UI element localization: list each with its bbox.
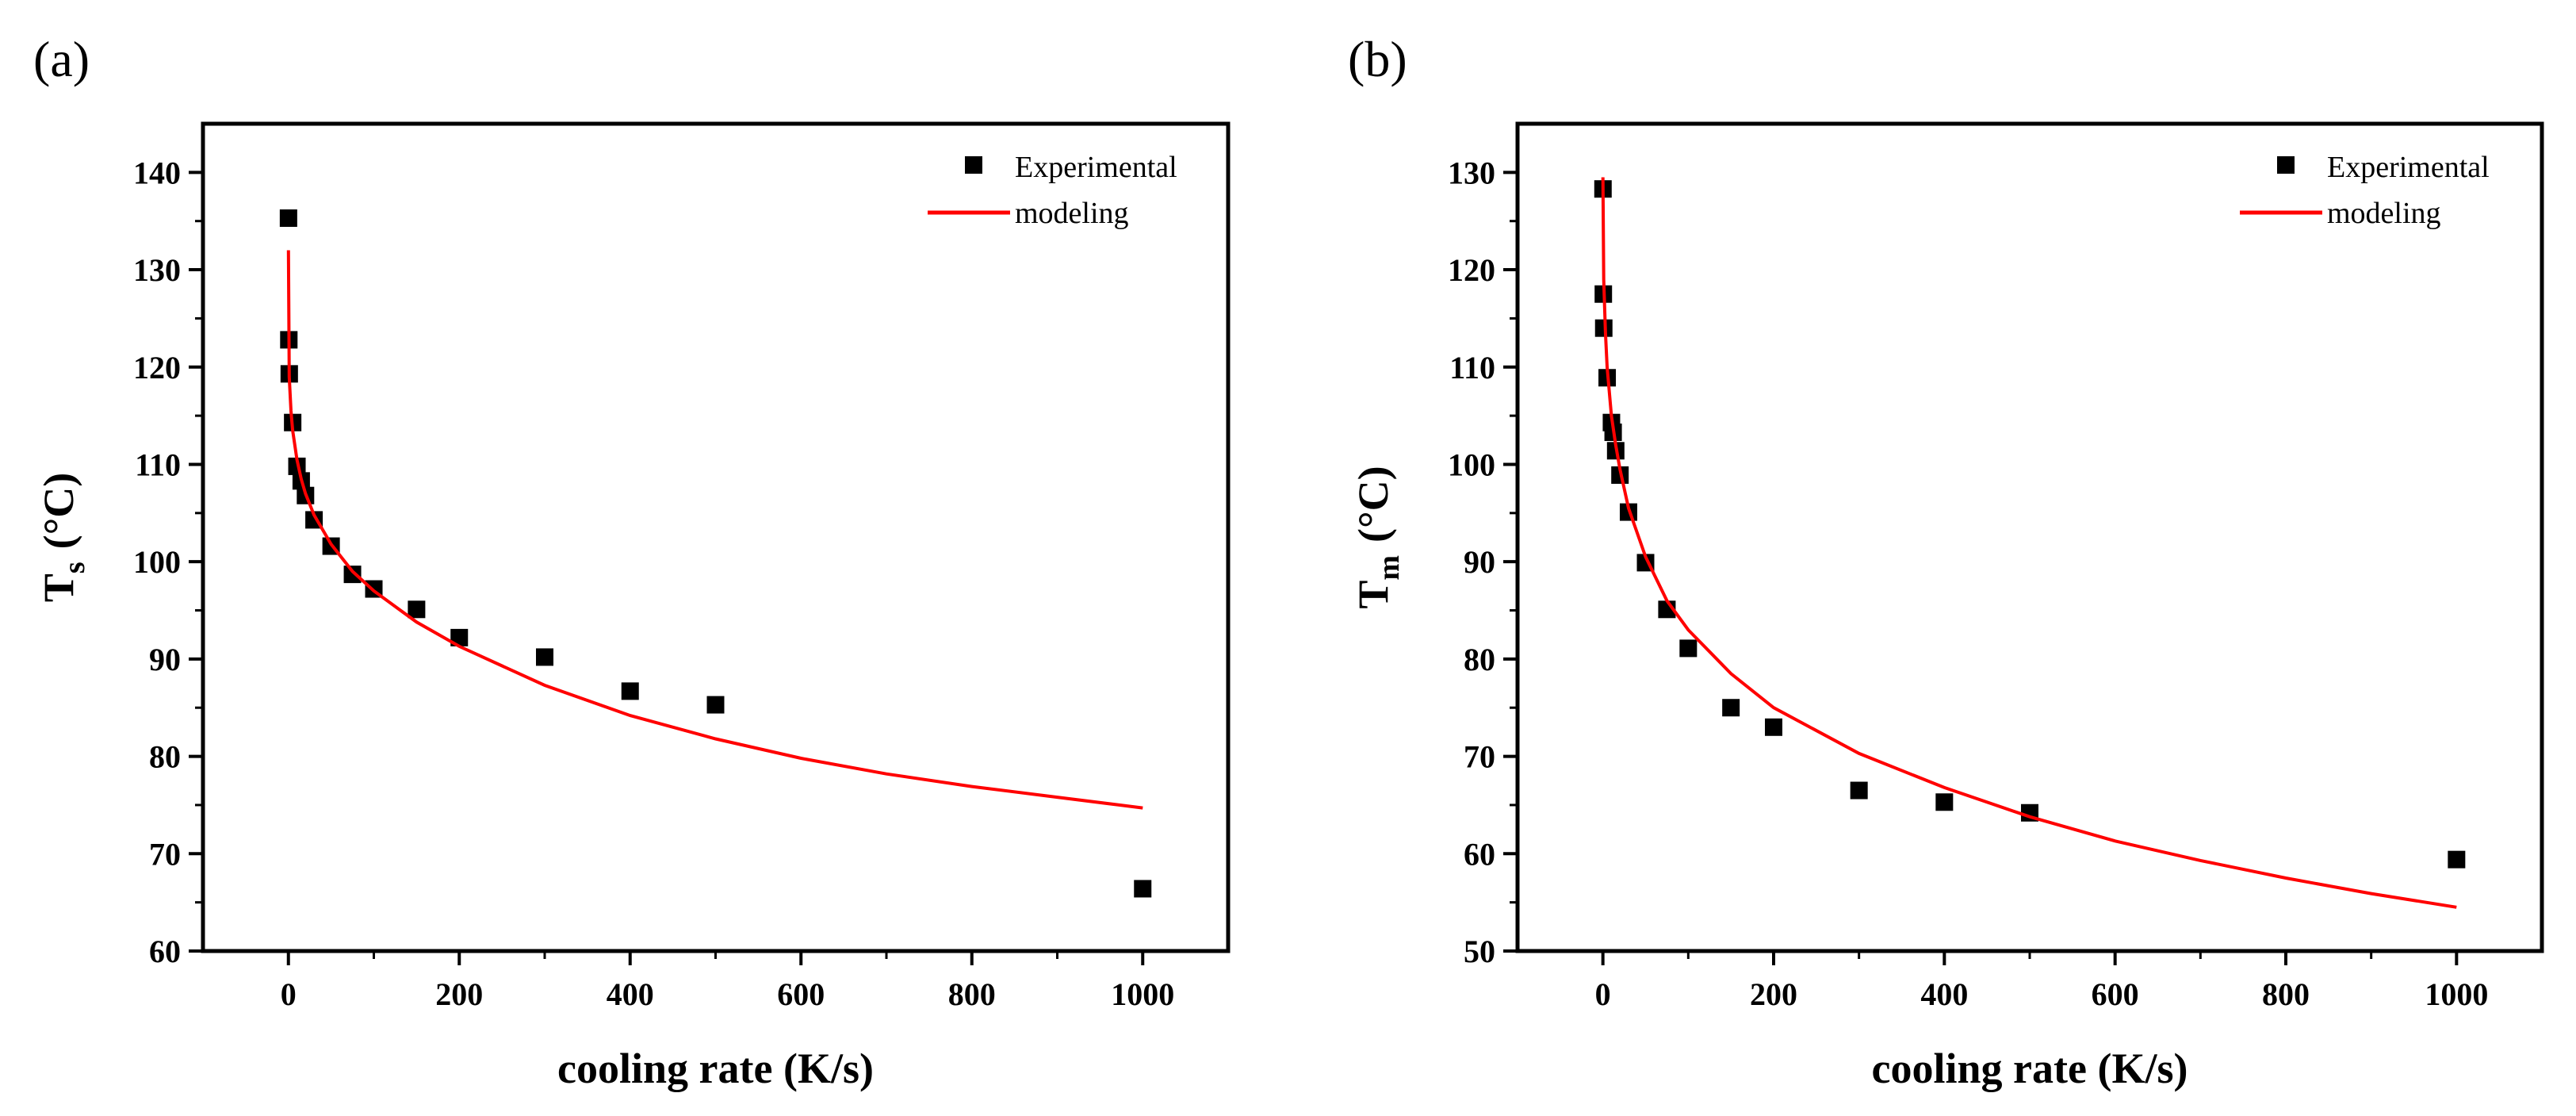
data-point [1935,793,1954,811]
x-tick-label: 400 [1920,976,1968,1012]
x-tick-label: 200 [435,976,483,1012]
data-point [621,682,639,700]
data-point [536,648,553,666]
y-axis-title-subscript: s [58,562,91,573]
panel-label-b: (b) [1348,31,1407,87]
y-tick-label: 120 [133,350,181,385]
x-tick-label: 600 [777,976,825,1012]
series-line-modeling [286,250,1143,810]
y-tick-label: 110 [1449,350,1495,385]
data-point [706,696,725,714]
legend-label-experimental: Experimental [2327,151,2490,184]
y-tick-label: 140 [133,155,181,190]
y-tick-label: 70 [1464,739,1495,775]
x-tick-label: 800 [948,976,996,1012]
y-tick-label: 110 [135,447,181,482]
x-tick-label: 1000 [1111,976,1174,1012]
data-point [279,209,297,228]
x-tick-label: 200 [1750,976,1797,1012]
y-axis-title-subscript: m [1372,555,1406,581]
panel-label-a: (a) [33,31,90,87]
y-tick-label: 90 [1464,544,1495,580]
legend-marker-experimental [2277,156,2295,174]
x-axis-title: cooling rate (K/s) [1872,1045,2188,1092]
data-point [2448,850,2466,869]
x-tick-label: 400 [607,976,654,1012]
data-point [450,628,469,646]
y-axis-title-main: T [35,573,82,602]
data-point [1722,699,1740,717]
y-tick-label: 130 [133,252,181,288]
y-tick-label: 90 [149,642,181,677]
x-tick-label: 600 [2092,976,2139,1012]
y-tick-label: 80 [1464,642,1495,677]
series-line-modeling [1601,177,2457,909]
y-tick-label: 60 [149,934,181,969]
y-axis-title-main: T [1349,581,1397,609]
y-tick-label: 50 [1464,934,1495,969]
y-axis-title: Tm (°C) [1349,466,1406,608]
data-point [1850,781,1868,800]
x-tick-label: 1000 [2425,976,2488,1012]
x-tick-label: 0 [281,976,297,1012]
y-tick-label: 70 [149,836,181,872]
y-tick-label: 100 [1448,447,1495,482]
data-point [408,600,426,619]
y-axis-title-unit: (°C) [35,473,82,550]
data-point [1134,880,1152,898]
y-tick-label: 60 [1464,836,1495,872]
y-axis-title: Ts (°C) [35,473,91,602]
data-point [343,566,362,584]
y-tick-label: 120 [1448,252,1495,288]
legend-label-modeling: modeling [1015,197,1129,230]
x-tick-label: 0 [1595,976,1611,1012]
chart-panel-0: 0 200 400 600 800 1000 60 70 80 90 100 110 120 130 140… [35,121,1231,1092]
data-point [1679,639,1698,658]
y-axis-title-unit: (°C) [1349,466,1397,543]
y-tick-label: 80 [149,739,181,775]
plot-frame [201,121,1231,953]
x-tick-label: 800 [2262,976,2310,1012]
chart-panel-1: 0 200 400 600 800 1000 50 60 70 80 90 100 110 120 130 c… [1349,121,2544,1092]
y-tick-label: 100 [133,544,181,580]
y-tick-label: 130 [1448,155,1495,190]
x-axis-title: cooling rate (K/s) [557,1045,874,1092]
plot-frame [1515,121,2544,953]
legend-marker-experimental [965,156,982,174]
legend-label-experimental: Experimental [1015,151,1177,184]
legend-label-modeling: modeling [2327,197,2441,230]
data-point [1765,718,1782,736]
